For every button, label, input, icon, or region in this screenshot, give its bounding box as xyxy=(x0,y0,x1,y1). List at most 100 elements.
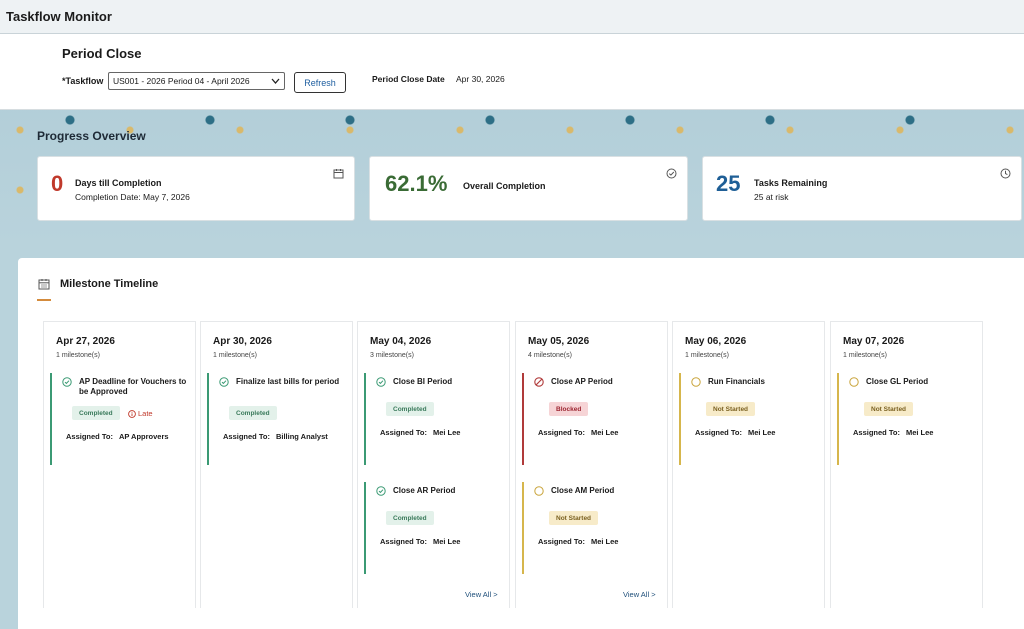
assigned-to: Assigned To: Billing Analyst xyxy=(223,432,328,441)
milestone-item[interactable]: Close GL Period Not Started Assigned To:… xyxy=(837,373,978,465)
tasks-remaining-card: 25 Tasks Remaining 25 at risk xyxy=(702,156,1022,221)
timeline-column: May 06, 2026 1 milestone(s) Run Financia… xyxy=(672,321,825,608)
milestone-item[interactable]: Close AM Period Not Started Assigned To:… xyxy=(522,482,663,574)
assigned-to: Assigned To: Mei Lee xyxy=(380,537,460,546)
assignee: AP Approvers xyxy=(118,432,169,441)
status-badge: Completed xyxy=(229,406,277,420)
milestone-count: 1 milestone(s) xyxy=(685,352,729,359)
calendar-icon xyxy=(38,279,50,290)
assigned-to: Assigned To: Mei Lee xyxy=(380,428,460,437)
late-indicator: Late xyxy=(128,409,153,418)
status-badge: Not Started xyxy=(549,511,599,525)
view-all-link[interactable]: View All > xyxy=(465,590,498,599)
column-date: Apr 27, 2026 xyxy=(56,336,115,347)
page-title: Period Close xyxy=(62,46,142,61)
assigned-label: Assigned To: xyxy=(538,537,585,546)
days-title: Days till Completion xyxy=(75,178,162,188)
milestone-name: Close GL Period xyxy=(866,377,929,386)
milestone-count: 1 milestone(s) xyxy=(213,352,257,359)
clock-icon xyxy=(1000,168,1011,179)
circle-icon xyxy=(849,377,859,387)
timeline-column: May 07, 2026 1 milestone(s) Close GL Per… xyxy=(830,321,983,608)
info-icon xyxy=(128,409,136,418)
days-value: 0 xyxy=(51,171,64,196)
circle-icon xyxy=(691,377,701,387)
assignee: Mei Lee xyxy=(747,428,776,437)
assignee: Mei Lee xyxy=(432,428,461,437)
completion-percent: 62.1% xyxy=(385,171,448,196)
milestone-count: 1 milestone(s) xyxy=(56,352,100,359)
blocked-icon xyxy=(534,377,544,387)
check-circle-icon xyxy=(376,377,386,387)
milestone-name: AP Deadline for Vouchers to be Approved xyxy=(79,377,187,396)
taskflow-select-value: US001 - 2026 Period 04 - April 2026 xyxy=(113,76,250,86)
assigned-to: Assigned To: AP Approvers xyxy=(66,432,169,441)
calendar-icon xyxy=(333,169,344,179)
status-badge: Not Started xyxy=(864,402,914,416)
status-badge: Blocked xyxy=(549,402,589,416)
assignee: Mei Lee xyxy=(905,428,934,437)
milestone-name: Close BI Period xyxy=(393,377,453,386)
assigned-label: Assigned To: xyxy=(538,428,585,437)
check-circle-icon xyxy=(62,377,72,387)
assigned-label: Assigned To: xyxy=(695,428,742,437)
milestone-timeline-panel: Milestone Timeline Apr 27, 2026 1 milest… xyxy=(18,258,1024,629)
timeline-column: Apr 27, 2026 1 milestone(s) AP Deadline … xyxy=(43,321,196,608)
milestone-count: 3 milestone(s) xyxy=(370,352,414,359)
app-title: Taskflow Monitor xyxy=(6,9,112,24)
milestone-item[interactable]: AP Deadline for Vouchers to be Approved … xyxy=(50,373,191,465)
milestone-name: Close AM Period xyxy=(551,486,615,495)
app-header: Taskflow Monitor xyxy=(0,0,1024,34)
period-close-panel: Period Close *Taskflow US001 - 2026 Peri… xyxy=(0,34,1024,110)
milestone-item[interactable]: Run Financials Not Started Assigned To: M… xyxy=(679,373,820,465)
period-close-date-value: Apr 30, 2026 xyxy=(456,74,505,84)
column-date: May 04, 2026 xyxy=(370,336,432,347)
column-date: May 05, 2026 xyxy=(528,336,590,347)
assigned-to: Assigned To: Mei Lee xyxy=(538,428,618,437)
timeline-column: May 04, 2026 3 milestone(s) Close BI Per… xyxy=(357,321,510,608)
milestone-item[interactable]: Close AR Period Completed Assigned To: Me… xyxy=(364,482,505,574)
days-till-completion-card: 0 Days till Completion Completion Date: … xyxy=(37,156,355,221)
assigned-label: Assigned To: xyxy=(853,428,900,437)
chevron-down-icon xyxy=(271,78,280,84)
column-date: May 07, 2026 xyxy=(843,336,905,347)
milestone-name: Close AR Period xyxy=(393,486,456,495)
assigned-label: Assigned To: xyxy=(223,432,270,441)
assignee: Billing Analyst xyxy=(275,432,328,441)
progress-overview-title: Progress Overview xyxy=(37,129,146,143)
assigned-to: Assigned To: Mei Lee xyxy=(538,537,618,546)
view-all-link[interactable]: View All > xyxy=(623,590,656,599)
status-badge: Completed xyxy=(72,406,120,420)
refresh-button[interactable]: Refresh xyxy=(294,72,346,93)
milestone-count: 1 milestone(s) xyxy=(843,352,887,359)
tasks-remaining-title: Tasks Remaining xyxy=(754,178,828,188)
assignee: Mei Lee xyxy=(590,428,619,437)
late-label: Late xyxy=(138,409,153,418)
overall-completion-title: Overall Completion xyxy=(463,181,546,191)
timeline-column: May 05, 2026 4 milestone(s) Close AP Per… xyxy=(515,321,668,608)
milestone-item[interactable]: Close BI Period Completed Assigned To: Me… xyxy=(364,373,505,465)
status-badge: Completed xyxy=(386,511,434,525)
period-close-date-label: Period Close Date xyxy=(372,74,445,84)
status-badge: Not Started xyxy=(706,402,756,416)
milestone-item[interactable]: Finalize last bills for period Completed… xyxy=(207,373,348,465)
assigned-label: Assigned To: xyxy=(380,537,427,546)
assigned-to: Assigned To: Mei Lee xyxy=(695,428,775,437)
assigned-to: Assigned To: Mei Lee xyxy=(853,428,933,437)
check-circle-icon xyxy=(219,377,229,387)
column-date: May 06, 2026 xyxy=(685,336,747,347)
completion-date-text: Completion Date: May 7, 2026 xyxy=(75,192,190,202)
taskflow-select[interactable]: US001 - 2026 Period 04 - April 2026 xyxy=(108,72,285,90)
column-date: Apr 30, 2026 xyxy=(213,336,272,347)
overall-completion-card: 62.1% Overall Completion xyxy=(369,156,688,221)
status-badge: Completed xyxy=(386,402,434,416)
circle-icon xyxy=(534,486,544,496)
tasks-remaining-value: 25 xyxy=(716,171,741,196)
milestone-name: Close AP Period xyxy=(551,377,613,386)
at-risk-text: 25 at risk xyxy=(754,192,789,202)
taskflow-label: *Taskflow xyxy=(62,76,104,86)
milestone-item[interactable]: Close AP Period Blocked Assigned To: Mei … xyxy=(522,373,663,465)
milestone-timeline-title: Milestone Timeline xyxy=(60,278,159,290)
assignee: Mei Lee xyxy=(432,537,461,546)
timeline-column: Apr 30, 2026 1 milestone(s) Finalize las… xyxy=(200,321,353,608)
